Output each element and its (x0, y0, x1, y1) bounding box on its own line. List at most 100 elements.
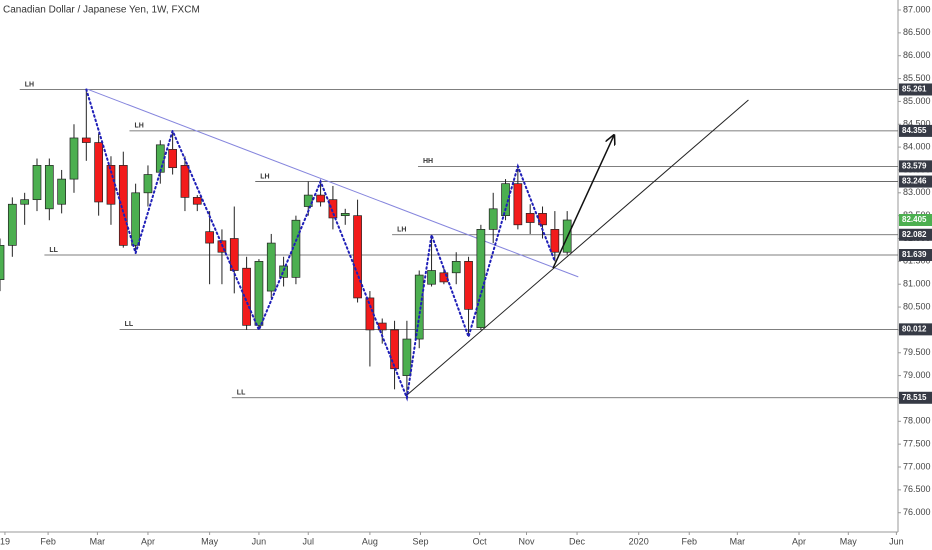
x-tick-label: Sep (412, 536, 428, 546)
y-tick-label: 85.000 (903, 96, 931, 106)
level-price-label: 85.261 (902, 85, 927, 94)
level-price-label: 82.082 (902, 230, 927, 239)
candle-body (81, 137, 91, 143)
x-tick-label: 2020 (629, 536, 649, 546)
y-tick-label: 77.500 (903, 439, 931, 449)
projection-arrow (552, 135, 614, 269)
candle-body (279, 265, 288, 278)
candle-body (451, 261, 461, 274)
level-price-box (899, 83, 932, 96)
candle-body (254, 261, 264, 326)
level-price-label: 81.639 (902, 250, 927, 259)
candle-body (402, 338, 412, 376)
level-price-label: 80.012 (902, 324, 927, 333)
candle-body (488, 208, 498, 230)
candle-body (32, 165, 42, 201)
y-tick-label: 78.000 (903, 416, 931, 426)
candle-body (143, 174, 153, 194)
candle-body (513, 183, 523, 226)
candle-body (550, 229, 560, 253)
level-tag: LL (49, 247, 58, 254)
level-tag: LH (25, 81, 34, 88)
candle-body (20, 199, 30, 205)
level-price-label: 84.355 (902, 126, 927, 135)
level-price-label: 78.515 (902, 393, 927, 402)
x-tick-label: 19 (0, 536, 10, 546)
level-tag: LH (397, 227, 406, 234)
level-tag: HH (423, 158, 433, 165)
trendline (405, 99, 749, 397)
y-tick-label: 85.500 (903, 73, 931, 83)
x-tick-label: Apr (141, 536, 155, 546)
x-tick-label: Feb (40, 536, 56, 546)
level-price-box (899, 391, 932, 404)
x-tick-label: Jul (302, 536, 314, 546)
level-tag: LL (237, 390, 246, 397)
y-tick-label: 77.000 (903, 461, 931, 471)
candle-body (94, 142, 103, 203)
level-price-label: 83.246 (902, 177, 927, 186)
candle-body (266, 242, 276, 292)
y-tick-label: 87.000 (903, 4, 931, 14)
candle-body (340, 213, 350, 217)
x-tick-label: Feb (681, 536, 697, 546)
x-tick-label: Aug (362, 536, 378, 546)
trendline (86, 88, 579, 278)
level-tag: LH (134, 123, 143, 130)
candle-body (118, 165, 128, 246)
candle-body (390, 329, 399, 370)
x-tick-label: Oct (473, 536, 488, 546)
x-tick-label: Mar (730, 536, 746, 546)
current-price-box (899, 214, 932, 227)
level-price-box (899, 124, 932, 137)
y-tick-label: 76.000 (903, 507, 931, 517)
y-tick-label: 86.500 (903, 27, 931, 37)
x-tick-label: Nov (518, 536, 535, 546)
chart-title: Canadian Dollar / Japanese Yen, 1W, FXCM (3, 5, 200, 16)
candle-body (427, 270, 436, 285)
y-tick-label: 86.000 (903, 50, 931, 60)
candle-body (69, 137, 79, 180)
current-price-label: 82.405 (902, 215, 927, 224)
x-tick-label: Jun (889, 536, 904, 546)
candle-body (205, 231, 214, 244)
candle-body (192, 197, 202, 205)
candle-body (155, 144, 165, 173)
candle-body (439, 272, 449, 283)
candle-body (44, 165, 54, 210)
candle-body (229, 238, 239, 271)
y-tick-label: 84.000 (903, 141, 931, 151)
candle-body (476, 229, 486, 328)
x-tick-label: May (201, 536, 219, 546)
x-tick-label: Mar (90, 536, 106, 546)
zigzag-line (85, 88, 556, 402)
candle-body (180, 165, 190, 198)
candle-body (316, 194, 325, 203)
x-tick-label: Apr (792, 536, 806, 546)
y-tick-label: 76.500 (903, 484, 931, 494)
level-tag: LL (125, 321, 134, 328)
level-price-box (899, 323, 932, 336)
level-price-box (899, 160, 932, 173)
level-tag: LH (260, 173, 269, 180)
level-price-box (899, 228, 932, 241)
candle-body (501, 183, 510, 217)
level-price-box (899, 175, 932, 188)
level-price-label: 83.579 (902, 161, 927, 170)
candle-body (525, 213, 535, 223)
y-tick-label: 79.000 (903, 370, 931, 380)
candle-body (303, 194, 313, 207)
candle-body (131, 192, 140, 246)
x-tick-label: Dec (569, 536, 586, 546)
candle-body (7, 203, 17, 246)
x-tick-label: Jun (252, 536, 267, 546)
level-price-box (899, 249, 932, 262)
candle-body (414, 274, 424, 340)
candle-body (57, 178, 67, 205)
y-tick-label: 80.500 (903, 301, 931, 311)
candle-body (0, 245, 5, 280)
y-tick-label: 81.000 (903, 279, 931, 289)
y-tick-label: 83.000 (903, 187, 931, 197)
candle-body (538, 213, 547, 226)
